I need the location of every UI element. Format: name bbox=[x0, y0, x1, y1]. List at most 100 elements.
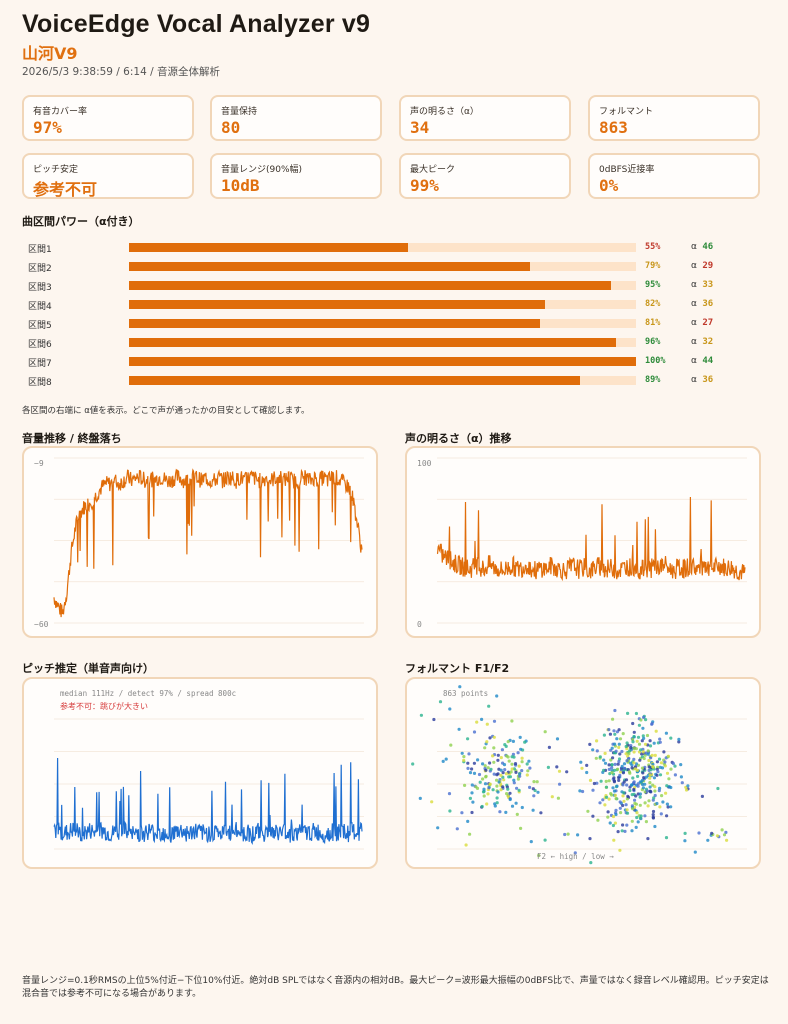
formant-point bbox=[468, 771, 473, 775]
formant-point bbox=[664, 731, 668, 735]
formant-point bbox=[646, 837, 650, 841]
formant-point bbox=[503, 743, 507, 747]
formant-point bbox=[589, 861, 593, 865]
segment-bar-fill bbox=[129, 300, 545, 309]
formant-point bbox=[611, 756, 615, 760]
formant-point bbox=[505, 792, 509, 796]
formant-point bbox=[535, 780, 539, 784]
formant-point bbox=[518, 774, 522, 778]
formant-point bbox=[512, 778, 516, 782]
metric-value: 34 bbox=[410, 118, 430, 137]
formant-point bbox=[624, 803, 628, 807]
formant-chart-panel: 863 points F2 ← high / low → bbox=[405, 677, 761, 869]
formant-point bbox=[715, 834, 719, 838]
formant-point bbox=[612, 729, 616, 733]
formant-point bbox=[576, 833, 580, 837]
formant-point bbox=[598, 755, 602, 759]
formant-point bbox=[620, 829, 624, 833]
segment-power-title: 曲区間パワー（α付き） bbox=[22, 215, 140, 228]
formant-point bbox=[626, 711, 630, 715]
formant-point bbox=[669, 805, 673, 809]
formant-point bbox=[609, 758, 613, 762]
metric-value: 99% bbox=[410, 176, 439, 195]
formant-point bbox=[634, 825, 638, 829]
formant-point bbox=[639, 748, 643, 752]
formant-point bbox=[659, 761, 663, 765]
formant-point bbox=[463, 783, 467, 787]
formant-point bbox=[510, 762, 514, 766]
formant-point bbox=[411, 762, 415, 766]
formant-point bbox=[610, 771, 614, 775]
formant-point bbox=[496, 790, 500, 794]
formant-point bbox=[637, 723, 641, 727]
formant-point bbox=[488, 761, 492, 765]
segment-alpha-value: 36 bbox=[702, 375, 714, 385]
formant-point bbox=[716, 786, 720, 791]
metric-label: フォルマント bbox=[599, 107, 654, 117]
formant-point bbox=[644, 718, 648, 722]
metric-label: 音量保持 bbox=[221, 107, 258, 117]
segment-bar-fill bbox=[129, 357, 636, 366]
formant-point bbox=[706, 838, 710, 842]
metric-value: 80 bbox=[221, 118, 241, 137]
formant-point bbox=[558, 782, 562, 786]
pitch-chart: median 111Hz / detect 97% / spread 800c … bbox=[53, 689, 364, 850]
formant-point bbox=[519, 826, 523, 830]
formant-point bbox=[665, 784, 669, 788]
formant-point bbox=[628, 771, 632, 775]
formant-point bbox=[607, 763, 611, 767]
formant-point bbox=[510, 804, 515, 808]
formant-point bbox=[592, 781, 596, 786]
segment-alpha-value: 33 bbox=[702, 280, 714, 290]
formant-point bbox=[611, 814, 616, 819]
alpha-symbol: α bbox=[691, 375, 697, 385]
formant-point bbox=[526, 769, 530, 773]
formant-point bbox=[573, 851, 577, 855]
formant-point bbox=[470, 791, 474, 795]
formant-point bbox=[498, 810, 502, 814]
formant-point bbox=[447, 792, 452, 796]
formant-point bbox=[722, 833, 727, 837]
formant-point bbox=[614, 808, 618, 812]
formant-point bbox=[639, 718, 643, 722]
formant-point bbox=[480, 717, 484, 721]
formant-point bbox=[630, 829, 634, 833]
segment-bar-fill bbox=[129, 319, 540, 328]
pitch-warning-label: 参考不可：跳びが大きい bbox=[60, 701, 148, 711]
segment-bar-fill bbox=[129, 262, 530, 271]
formant-point bbox=[520, 805, 524, 810]
formant-point bbox=[546, 765, 550, 769]
formant-point bbox=[466, 819, 470, 823]
formant-point bbox=[511, 752, 515, 756]
formant-point bbox=[651, 813, 655, 817]
formant-point bbox=[602, 733, 606, 737]
formant-point bbox=[613, 742, 617, 746]
formant-point bbox=[466, 761, 470, 765]
formant-point bbox=[626, 794, 630, 798]
segment-bar-fill bbox=[129, 376, 581, 385]
formant-point bbox=[622, 791, 626, 795]
formant-point bbox=[596, 818, 600, 822]
formant-point bbox=[537, 853, 541, 858]
formant-point bbox=[612, 838, 616, 842]
segment-bar-fill bbox=[129, 243, 408, 252]
formant-point bbox=[617, 728, 621, 732]
formant-point bbox=[612, 768, 616, 772]
formant-point bbox=[664, 836, 669, 840]
segment-alpha-value: 29 bbox=[702, 261, 714, 271]
formant-point bbox=[613, 732, 617, 736]
formant-point bbox=[647, 765, 651, 769]
metric-label: 最大ピーク bbox=[410, 165, 456, 175]
formant-point bbox=[555, 765, 559, 769]
formant-point bbox=[591, 788, 595, 792]
formant-point bbox=[515, 812, 519, 816]
formant-point bbox=[470, 783, 474, 787]
metric-card-formant: フォルマント 863 bbox=[588, 95, 760, 141]
formant-point bbox=[492, 760, 496, 764]
formant-point bbox=[605, 795, 609, 799]
formant-point bbox=[527, 759, 531, 763]
formant-point bbox=[492, 719, 497, 723]
formant-point bbox=[486, 766, 490, 770]
formant-point bbox=[500, 748, 504, 752]
segment-alpha-value: 46 bbox=[702, 242, 714, 252]
